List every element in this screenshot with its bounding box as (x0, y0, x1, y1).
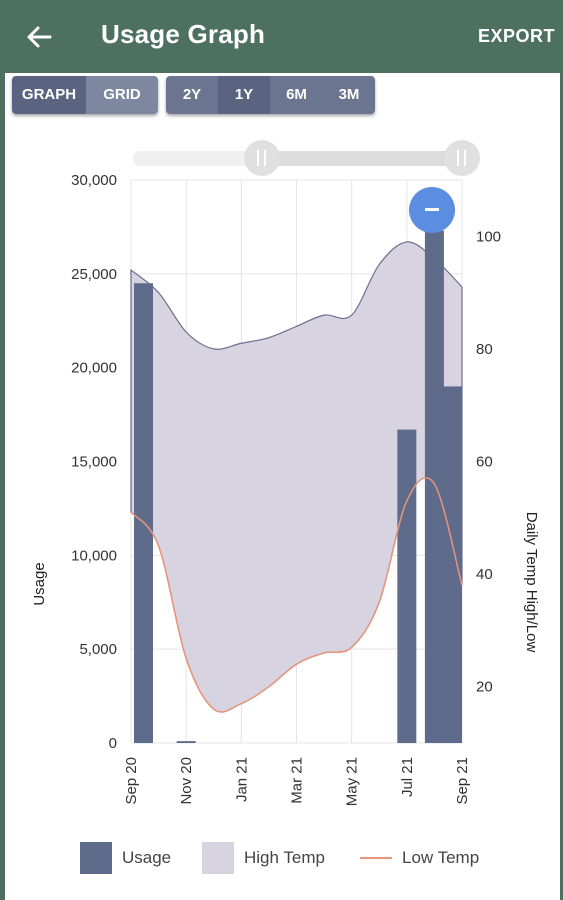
minus-icon (425, 208, 439, 211)
x-tick-label: Sep 20 (123, 757, 140, 805)
y2-tick-label: 60 (476, 454, 493, 471)
low-temp-swatch (360, 857, 392, 859)
range-1y-button[interactable]: 1Y (218, 76, 270, 114)
frame-border-left (0, 73, 5, 900)
usage-bar (134, 283, 153, 743)
y-tick-label: 10,000 (71, 547, 117, 564)
range-toggle: 2Y 1Y 6M 3M (166, 76, 375, 114)
graph-view-button[interactable]: GRAPH (12, 76, 86, 114)
high-temp-swatch (202, 842, 234, 874)
range-slider-right-handle[interactable] (444, 140, 480, 176)
usage-chart: 0 5,000 10,000 15,000 20,000 25,000 30,000 20 40… (31, 140, 540, 806)
legend-item-high-temp[interactable]: High Temp (202, 840, 325, 876)
y2-tick-label: 100 (476, 228, 501, 245)
x-tick-label: Nov 20 (178, 757, 195, 805)
y2-axis-title: Daily Temp High/Low (523, 512, 540, 653)
usage-bar (176, 741, 196, 743)
y-tick-label: 25,000 (71, 266, 117, 283)
low-temp-line (130, 477, 463, 713)
grid-view-button[interactable]: GRID (86, 76, 158, 114)
x-tick-label: Sep 21 (454, 757, 471, 805)
range-3m-button[interactable]: 3M (323, 76, 375, 114)
export-button[interactable]: EXPORT (477, 26, 555, 46)
x-tick-label: Mar 21 (289, 757, 306, 804)
usage-bar (443, 386, 462, 743)
range-6m-button[interactable]: 6M (270, 76, 323, 114)
y-tick-label: 30,000 (71, 172, 117, 189)
arrow-left-icon[interactable] (24, 22, 54, 52)
legend-label-usage: Usage (122, 848, 172, 867)
range-2y-button[interactable]: 2Y (166, 76, 218, 114)
legend-label-high-temp: High Temp (244, 848, 325, 867)
usage-swatch (80, 842, 112, 874)
y-tick-label: 20,000 (71, 360, 117, 377)
y2-tick-label: 80 (476, 341, 493, 358)
legend-item-low-temp[interactable]: Low Temp (360, 840, 479, 876)
chart-legend: Usage High Temp Low Temp (0, 840, 563, 876)
zoom-out-button[interactable] (409, 187, 455, 233)
range-slider-selection[interactable] (262, 151, 462, 166)
x-tick-label: May 21 (344, 757, 361, 806)
page-title: Usage Graph (101, 19, 266, 49)
view-toggle: GRAPH GRID (12, 76, 158, 114)
legend-label-low-temp: Low Temp (402, 848, 480, 867)
y-axis-title: Usage (31, 562, 48, 605)
y-tick-label: 0 (109, 735, 117, 752)
y-tick-label: 5,000 (79, 641, 117, 658)
x-tick-label: Jul 21 (399, 757, 416, 797)
y2-tick-label: 40 (476, 566, 493, 583)
usage-bar (397, 429, 417, 743)
frame-border-right (560, 73, 563, 900)
range-slider-left-handle[interactable] (244, 140, 280, 176)
usage-bar (424, 230, 444, 744)
y-tick-label: 15,000 (71, 454, 117, 471)
y2-tick-label: 20 (476, 679, 493, 696)
app-bar: Usage Graph EXPORT (0, 0, 563, 73)
x-tick-label: Jan 21 (233, 757, 250, 802)
legend-item-usage[interactable]: Usage (80, 840, 171, 876)
